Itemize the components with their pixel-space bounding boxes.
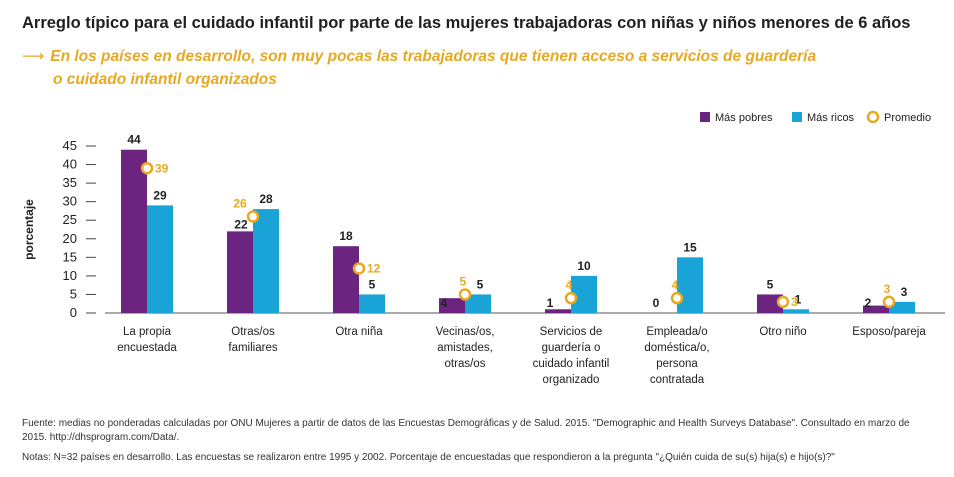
- category-label: Otras/os: [231, 326, 275, 338]
- source-note: Fuente: medias no ponderadas calculadas …: [22, 418, 910, 443]
- data-label-promedio: 5: [460, 274, 467, 288]
- data-label-mas-ricos: 1: [795, 292, 802, 306]
- data-label-mas-pobres: 1: [547, 296, 554, 310]
- data-label-mas-ricos: 3: [901, 285, 908, 299]
- bar-mas-ricos: [147, 205, 173, 313]
- category-label: cuidado infantil: [533, 358, 610, 370]
- y-tick-label: 30: [63, 194, 77, 209]
- bar-mas-pobres: [439, 298, 465, 313]
- category-label: doméstica/o,: [644, 342, 709, 354]
- data-label-mas-pobres: 44: [127, 133, 141, 147]
- legend-label-mas-pobres: Más pobres: [715, 112, 773, 124]
- bar-mas-pobres: [757, 294, 783, 313]
- data-label-mas-ricos: 10: [577, 259, 591, 273]
- data-label-mas-ricos: 5: [477, 277, 484, 291]
- category-label: Vecinas/os,: [436, 326, 495, 338]
- bar-mas-ricos: [889, 301, 915, 313]
- data-label-promedio: 12: [367, 261, 381, 275]
- subtitle-line-2: o cuidado infantil organizados: [53, 71, 277, 88]
- data-label-promedio: 4: [672, 278, 679, 292]
- average-marker: [140, 162, 154, 175]
- arrow-icon: ⟶: [22, 48, 45, 65]
- average-marker: [882, 295, 896, 309]
- bar-mas-pobres: [121, 149, 147, 313]
- bar-mas-pobres: [545, 309, 571, 313]
- average-marker: [564, 291, 578, 305]
- data-label-mas-pobres: 0: [653, 296, 660, 310]
- category-label: Empleada/o: [646, 326, 707, 338]
- average-marker: [670, 291, 684, 305]
- category-label: familiares: [228, 342, 277, 354]
- data-label-mas-pobres: 4: [441, 296, 448, 310]
- category-label: contratada: [650, 374, 705, 386]
- chart-subtitle: ⟶ En los países en desarrollo, son muy po…: [22, 45, 816, 91]
- average-marker: [776, 295, 790, 309]
- bar-mas-pobres: [333, 246, 359, 313]
- legend-label-mas-ricos: Más ricos: [807, 112, 855, 124]
- average-marker: [246, 210, 260, 223]
- y-tick-label: 20: [63, 231, 77, 246]
- average-marker: [352, 262, 366, 275]
- legend-marker-promedio: [866, 110, 880, 124]
- data-label-promedio: 3: [884, 282, 891, 296]
- y-tick-label: 40: [63, 157, 77, 172]
- y-tick-label: 5: [70, 286, 77, 301]
- category-label: persona: [656, 358, 698, 370]
- bar-mas-pobres: [227, 231, 253, 313]
- data-label-mas-pobres: 18: [339, 229, 353, 243]
- category-label: La propia: [123, 326, 172, 338]
- data-label-promedio: 4: [566, 278, 573, 292]
- subtitle-line-1: En los países en desarrollo, son muy poc…: [50, 48, 817, 65]
- data-label-mas-ricos: 28: [259, 192, 273, 206]
- category-label: Servicios de: [540, 326, 603, 338]
- data-label-promedio: 26: [233, 197, 247, 211]
- data-label-promedio: 3: [791, 295, 798, 309]
- bar-mas-ricos: [253, 209, 279, 313]
- y-tick-label: 0: [70, 305, 77, 320]
- legend-swatch-mas-pobres: [700, 112, 710, 122]
- category-label: Esposo/pareja: [852, 326, 926, 338]
- category-label: encuestada: [117, 342, 177, 354]
- legend-label-promedio: Promedio: [884, 112, 931, 124]
- data-label-mas-pobres: 22: [234, 217, 248, 231]
- y-tick-label: 45: [63, 138, 77, 153]
- y-tick-label: 25: [63, 212, 77, 227]
- bar-mas-ricos: [465, 294, 491, 313]
- chart-title: Arreglo típico para el cuidado infantil …: [22, 14, 911, 32]
- data-label-mas-ricos: 29: [153, 188, 167, 202]
- notes-text: Notas: N=32 países en desarrollo. Las en…: [22, 452, 835, 463]
- category-label: guardería o: [542, 342, 601, 354]
- y-axis-label: porcentaje: [22, 199, 36, 260]
- data-label-mas-pobres: 5: [767, 277, 774, 291]
- bar-mas-pobres: [863, 305, 889, 313]
- bar-mas-ricos: [677, 257, 703, 313]
- category-label: amistades,: [437, 342, 493, 354]
- average-marker: [458, 288, 472, 301]
- category-label: Otra niña: [335, 326, 383, 338]
- category-label: otras/os: [445, 358, 486, 370]
- category-label: Otro niño: [759, 326, 806, 338]
- category-label: organizado: [543, 374, 600, 386]
- data-label-mas-ricos: 15: [683, 240, 697, 254]
- y-tick-label: 10: [63, 268, 77, 283]
- data-label-mas-ricos: 5: [369, 277, 376, 291]
- data-label-promedio: 39: [155, 161, 169, 175]
- bar-mas-ricos: [783, 309, 809, 313]
- y-tick-label: 15: [63, 249, 77, 264]
- bar-mas-ricos: [359, 294, 385, 313]
- legend-swatch-mas-ricos: [792, 112, 802, 122]
- data-label-mas-pobres: 2: [865, 296, 872, 310]
- y-tick-label: 35: [63, 175, 77, 190]
